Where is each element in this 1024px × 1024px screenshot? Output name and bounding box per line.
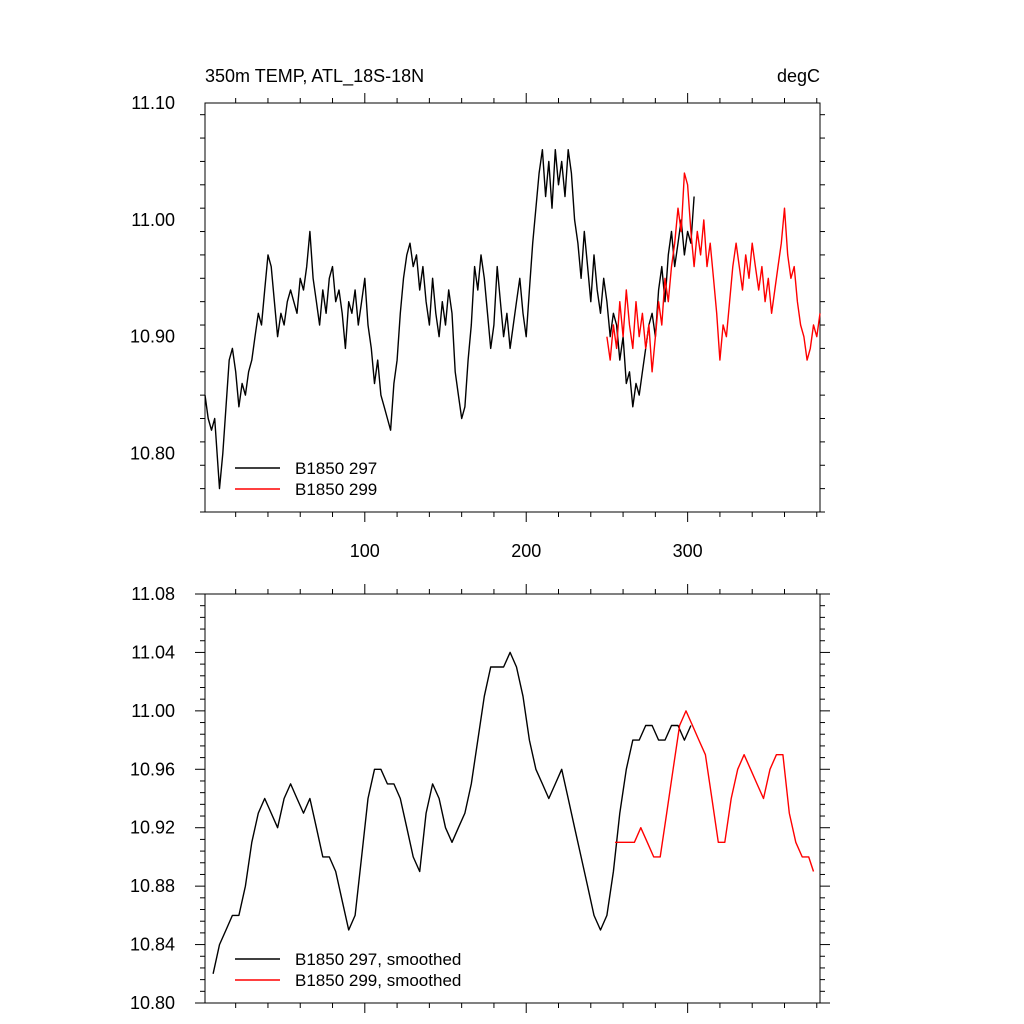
legend-label: B1850 299, smoothed — [295, 971, 461, 990]
y-tick-label: 11.00 — [131, 701, 175, 721]
panel-top: 350m TEMP, ATL_18S-18N degC 10.80 10.90 11… — [130, 66, 825, 561]
series-line-1 — [204, 148, 695, 490]
y-tick-label: 10.96 — [130, 759, 175, 779]
x-tick-label: 100 — [350, 541, 380, 561]
y-tick-label: 10.80 — [130, 993, 175, 1013]
y-tick-label: 11.00 — [131, 210, 175, 230]
series-line-2 — [615, 710, 815, 872]
x-tick-label: 300 — [673, 541, 703, 561]
y-tick-label: 11.04 — [131, 642, 175, 662]
legend-label: B1850 297, smoothed — [295, 950, 461, 969]
y-tick-label: 10.84 — [130, 935, 175, 955]
plot-frame — [204, 102, 821, 513]
plot-frame — [204, 593, 821, 1004]
legend-label: B1850 299 — [295, 480, 377, 499]
series-line-2 — [606, 172, 821, 373]
units-label: degC — [777, 66, 820, 86]
series-line-1 — [212, 651, 692, 974]
y-tick-label: 10.80 — [130, 444, 175, 464]
y-tick-label: 10.88 — [130, 876, 175, 896]
panel-bottom: 10.80 10.84 10.88 10.92 10.96 11.00 11.04 11.08… — [130, 584, 830, 1013]
y-tick-label: 11.10 — [131, 93, 175, 113]
y-tick-label: 11.08 — [131, 584, 175, 604]
y-tick-label: 10.90 — [130, 327, 175, 347]
legend-label: B1850 297 — [295, 459, 377, 478]
x-tick-label: 200 — [511, 541, 541, 561]
chart-title: 350m TEMP, ATL_18S-18N — [205, 66, 424, 87]
y-tick-label: 10.92 — [130, 818, 175, 838]
